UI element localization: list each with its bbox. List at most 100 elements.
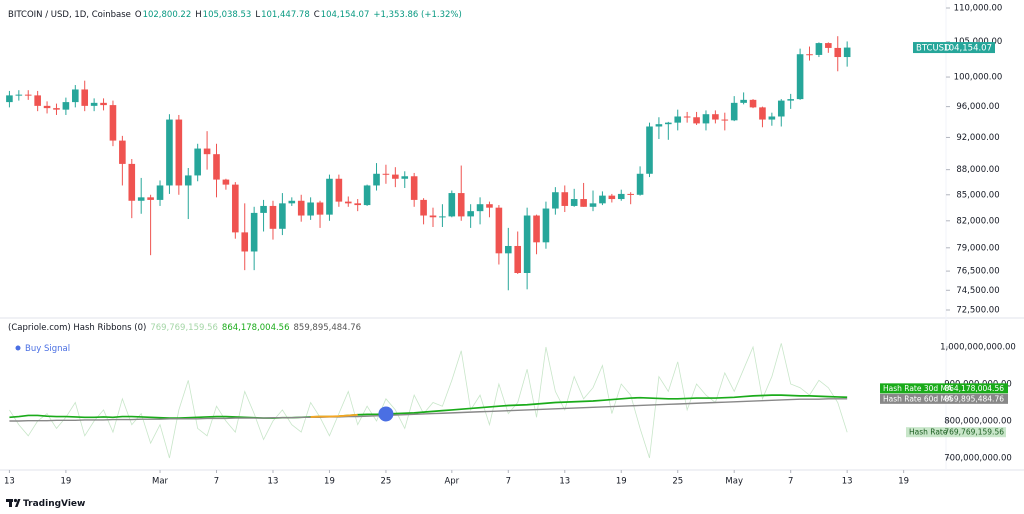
indicator-value: 769,769,159.56: [150, 323, 218, 333]
candle-body: [72, 89, 79, 103]
candle-body: [439, 216, 446, 218]
ohlc-value: 104,154.07: [320, 10, 370, 20]
price-change: +1,353.86 (+1.32%): [373, 10, 462, 20]
series-line: [9, 398, 848, 422]
x-tick-label: 7: [788, 477, 793, 487]
candle-body: [53, 108, 60, 110]
candle-body: [382, 173, 390, 175]
y-tick-label: 800,000,000.00: [944, 417, 1012, 427]
legend-dot: [15, 345, 21, 351]
candle-body: [354, 203, 361, 206]
candle-body: [495, 207, 503, 254]
series-tag-box: [906, 427, 1006, 438]
candle-body: [147, 197, 154, 200]
candle-body: [787, 99, 794, 101]
legend-label: Buy Signal: [25, 344, 70, 354]
candle-body: [759, 107, 766, 120]
candle-body: [62, 102, 70, 110]
y-tick-label: 85,000.00: [956, 190, 999, 200]
y-tick-label: 92,000.00: [956, 133, 999, 143]
ohlc-item: O 102,800.22: [135, 10, 191, 20]
candle-body: [580, 199, 587, 207]
candle-body: [655, 124, 663, 127]
price-tag-box: [913, 42, 995, 54]
candle-body: [156, 185, 164, 200]
candle-body: [316, 202, 324, 215]
candle-body: [213, 154, 220, 180]
ohlc-value: 102,800.22: [142, 10, 192, 20]
x-tick-label: 19: [60, 477, 71, 487]
candle-body: [232, 184, 239, 233]
candle-body: [796, 54, 804, 100]
candle-body: [702, 114, 710, 124]
candle-body: [665, 122, 672, 125]
candle-body: [617, 193, 625, 200]
candle-body: [373, 173, 380, 186]
x-tick-label: 25: [381, 477, 392, 487]
candle-body: [128, 163, 136, 201]
candle-body: [307, 202, 314, 216]
candle-body: [269, 205, 277, 229]
candle-body: [420, 199, 427, 216]
x-tick-label: 19: [898, 477, 909, 487]
ohlc-value: 105,038.53: [202, 10, 252, 20]
series-tag-name: Hash Rate 30d MA: [883, 384, 953, 393]
candle-body: [749, 99, 757, 108]
candle-body: [241, 232, 249, 252]
candle-body: [326, 178, 333, 215]
price-header: BITCOIN / USD, 1D, Coinbase O 102,800.22 H 1…: [8, 10, 462, 20]
candle-body: [674, 116, 682, 123]
series-tag-value: 864,178,004.56: [944, 384, 1004, 393]
candle-body: [448, 193, 456, 217]
y-tick-label: 72,500.00: [956, 306, 999, 316]
x-tick-label: Mar: [152, 477, 169, 487]
series-tag-box: [880, 383, 1008, 394]
y-tick-label: 74,500.00: [956, 286, 999, 296]
candle-body: [137, 197, 145, 201]
y-tick-label: 100,000.00: [954, 73, 1003, 83]
candle-body: [109, 105, 117, 141]
candle-body: [34, 95, 41, 106]
series-tag-name: Hash Rate 60d MA: [883, 394, 953, 403]
highlight-segment: [310, 413, 358, 418]
candle-body: [43, 105, 51, 109]
x-tick-label: 7: [214, 477, 219, 487]
candle-body: [843, 47, 851, 58]
y-tick-label: 110,000.00: [954, 4, 1003, 14]
candle-body: [279, 203, 286, 229]
ohlc-label: O: [134, 10, 142, 20]
candle-body: [344, 201, 352, 204]
candle-body: [335, 178, 343, 202]
x-tick-label: 13: [842, 477, 853, 487]
candle-body: [815, 43, 823, 55]
indicator-header: (Capriole.com) Hash Ribbons (0) 769,769,1…: [8, 323, 361, 333]
indicator-value: 864,178,004.56: [221, 323, 290, 333]
symbol: BITCOIN / USD, 1D, Coinbase: [8, 10, 131, 20]
candle-body: [81, 89, 89, 106]
y-tick-label: 82,000.00: [956, 216, 999, 226]
candle-body: [834, 47, 842, 58]
candle-body: [194, 148, 201, 176]
candle-body: [542, 208, 550, 243]
candle-body: [222, 179, 230, 185]
candle-body: [288, 200, 296, 204]
price-tag-value: 104,154.07: [943, 44, 992, 54]
series-tag-value: 769,769,159.56: [944, 428, 1004, 437]
ohlc-item: C 104,154.07: [314, 10, 370, 20]
y-tick-label: 79,000.00: [956, 243, 999, 253]
candle-body: [401, 176, 409, 179]
candle-body: [260, 205, 267, 213]
y-tick-label: 1,000,000,000.00: [940, 343, 1016, 353]
candle-body: [627, 193, 634, 195]
candle-body: [250, 212, 258, 252]
x-tick-label: 13: [4, 477, 15, 487]
ohlc-value: 101,447.78: [261, 10, 310, 20]
candle-body: [504, 245, 512, 254]
candle-body: [119, 140, 126, 164]
candle-body: [693, 117, 700, 124]
candle-body: [523, 215, 531, 273]
